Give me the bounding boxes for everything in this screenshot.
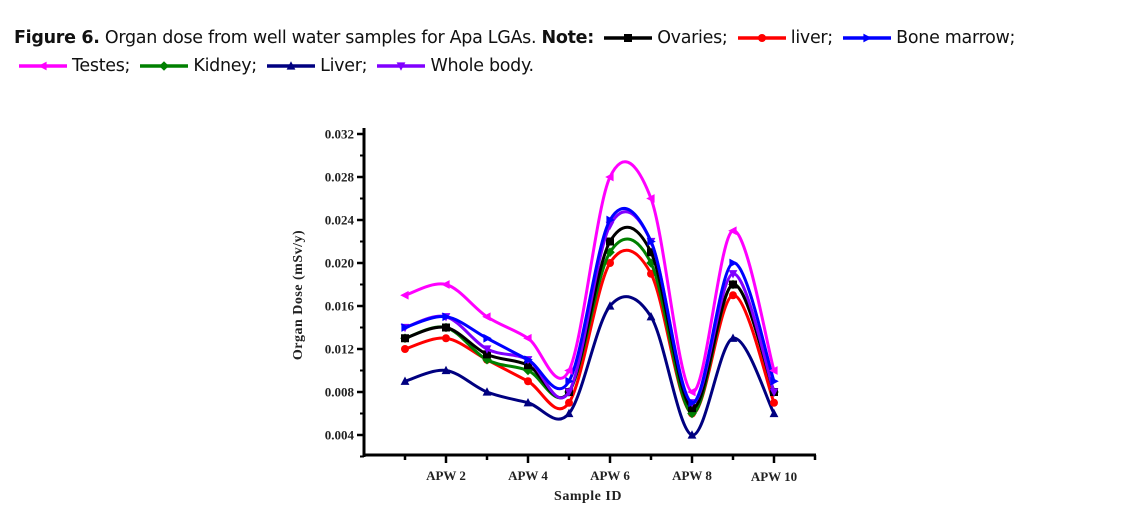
data-point bbox=[728, 270, 738, 279]
data-point bbox=[728, 333, 738, 342]
data-point bbox=[565, 376, 574, 386]
legend-label: Liver; bbox=[320, 56, 368, 76]
data-point bbox=[687, 387, 696, 397]
series-bone-marrow bbox=[401, 206, 779, 408]
data-point bbox=[729, 258, 738, 268]
note-label: Note: bbox=[541, 28, 595, 48]
data-point bbox=[441, 280, 450, 289]
legend-label: Ovaries; bbox=[657, 28, 728, 48]
data-point bbox=[647, 237, 656, 246]
data-point bbox=[729, 280, 737, 289]
data-point bbox=[442, 323, 450, 332]
data-point bbox=[401, 334, 409, 343]
y-tick-label: 0.032 bbox=[325, 127, 354, 142]
legend-label: Bone marrow; bbox=[896, 28, 1016, 48]
data-point bbox=[564, 388, 574, 397]
data-point bbox=[770, 376, 779, 386]
x-axis-title: Sample ID bbox=[554, 489, 622, 504]
legend-label: Kidney; bbox=[193, 56, 257, 76]
data-point bbox=[482, 387, 492, 396]
y-tick-label: 0.008 bbox=[325, 385, 355, 400]
data-point bbox=[400, 376, 410, 385]
legend-label: liver; bbox=[790, 28, 833, 48]
data-point bbox=[441, 365, 451, 375]
data-point bbox=[646, 311, 656, 321]
legend-swatch-circle-icon bbox=[737, 34, 786, 42]
x-tick-label: APW 2 bbox=[426, 468, 466, 483]
data-point bbox=[482, 312, 491, 322]
legend-label: Whole body. bbox=[430, 56, 534, 76]
data-point bbox=[523, 397, 533, 407]
data-point bbox=[606, 215, 615, 225]
x-tick-label: APW 8 bbox=[672, 468, 712, 483]
data-point bbox=[524, 377, 532, 386]
legend-label: Testes; bbox=[72, 56, 131, 76]
data-point bbox=[482, 345, 492, 354]
axes: 0.004 0.008 0.012 0.016 0.020 0.024 0.028 0.032… bbox=[325, 127, 817, 484]
legend: Ovaries; liver; Bone marrow; Testes; Kid… bbox=[14, 28, 1015, 76]
data-point bbox=[401, 323, 410, 332]
data-point bbox=[401, 345, 409, 353]
data-point bbox=[728, 226, 737, 236]
y-tick-label: 0.016 bbox=[325, 299, 355, 314]
caption-text: Organ dose from well water samples for A… bbox=[99, 28, 542, 48]
x-tick-label: APW 4 bbox=[508, 468, 548, 483]
legend-item: liver; bbox=[733, 28, 838, 48]
data-point bbox=[605, 301, 615, 310]
y-tick-label: 0.020 bbox=[325, 256, 354, 271]
data-point bbox=[606, 259, 614, 267]
data-point bbox=[442, 334, 450, 343]
data-point bbox=[442, 312, 451, 322]
data-point bbox=[769, 388, 779, 397]
data-point bbox=[769, 366, 778, 375]
series-testes bbox=[400, 160, 778, 397]
y-tick-label: 0.028 bbox=[325, 170, 355, 185]
data-point bbox=[564, 408, 574, 418]
data-point bbox=[524, 355, 533, 365]
data-point bbox=[769, 408, 779, 418]
data-point bbox=[564, 366, 573, 375]
data-point bbox=[565, 398, 573, 407]
y-axis-title: Organ Dose (mSv/y) bbox=[291, 230, 306, 360]
series-line bbox=[403, 206, 776, 405]
data-point bbox=[605, 172, 614, 182]
y-tick-label: 0.012 bbox=[325, 342, 354, 357]
figure-caption: Figure 6. Organ dose from well water sam… bbox=[14, 24, 1114, 80]
legend-swatch-square-icon bbox=[604, 34, 653, 42]
legend-swatch-triangle-right-icon bbox=[843, 33, 892, 43]
data-point bbox=[729, 291, 737, 300]
legend-item: Whole body. bbox=[372, 56, 534, 76]
data-point bbox=[523, 333, 532, 343]
y-tick-label: 0.004 bbox=[325, 428, 355, 443]
legend-swatch-triangle-up-icon bbox=[267, 61, 316, 70]
legend-swatch-triangle-down-icon bbox=[377, 62, 426, 71]
data-point bbox=[483, 333, 492, 343]
data-point bbox=[400, 290, 409, 300]
data-point bbox=[483, 350, 491, 359]
legend-item: Ovaries; bbox=[599, 28, 733, 48]
x-tick-label: APW 6 bbox=[590, 468, 630, 483]
y-tick-label: 0.024 bbox=[325, 213, 355, 228]
series-liver-navy bbox=[400, 295, 779, 439]
legend-item: Liver; bbox=[262, 56, 372, 76]
legend-item: Bone marrow; bbox=[838, 28, 1015, 48]
legend-item: Testes; bbox=[14, 56, 135, 76]
figure-label: Figure 6. bbox=[14, 28, 100, 48]
legend-swatch-diamond-icon bbox=[140, 61, 189, 71]
legend-item: Kidney; bbox=[135, 56, 262, 76]
legend-swatch-triangle-left-icon bbox=[19, 61, 67, 71]
x-tick-label: APW 10 bbox=[751, 469, 797, 484]
series-group bbox=[400, 160, 779, 439]
data-point bbox=[646, 194, 655, 203]
data-point bbox=[687, 430, 697, 439]
data-point bbox=[688, 398, 697, 408]
data-point bbox=[770, 398, 778, 407]
data-point bbox=[606, 237, 614, 246]
